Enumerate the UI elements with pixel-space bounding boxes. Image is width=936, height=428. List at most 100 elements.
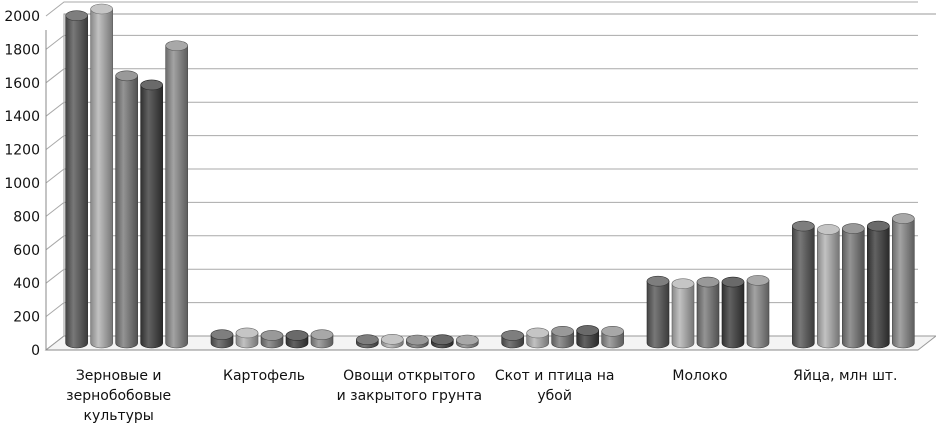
bar-body (671, 283, 695, 349)
bar-top (792, 220, 815, 232)
bar-body (721, 281, 745, 349)
gridline (45, 168, 918, 184)
bar-top (235, 327, 259, 339)
bar-top (646, 275, 670, 287)
bar (646, 275, 670, 349)
bar (165, 40, 188, 349)
bar (381, 334, 404, 349)
x-tick-label: Овощи открытого и закрытого грунта (337, 368, 482, 404)
y-tick-label: 1800 (4, 42, 40, 58)
bar-top (696, 276, 720, 288)
bar-top (842, 223, 865, 234)
bar-body (792, 225, 815, 349)
bar (671, 278, 695, 349)
bar-top (285, 330, 309, 341)
bar-top (115, 70, 138, 82)
bar-body (646, 280, 670, 349)
bar (406, 334, 429, 349)
bar (501, 330, 524, 349)
x-tick-label: Молоко (672, 368, 727, 384)
bar-top (746, 275, 770, 286)
bar (210, 329, 234, 349)
gridline (45, 34, 918, 50)
y-tick-label: 1200 (4, 143, 40, 159)
bars (65, 3, 915, 349)
y-axis: 0 200 400 600 800 1000 1200 1400 1600 1800 2000 (4, 9, 40, 359)
bar (696, 276, 720, 349)
bar (526, 327, 549, 349)
bar-body (892, 218, 915, 349)
bar-top (501, 330, 524, 341)
bar (260, 330, 284, 349)
bar (576, 325, 599, 349)
bar (285, 330, 309, 349)
bar-body (817, 229, 840, 349)
bar-body (165, 45, 188, 349)
x-tick-label: Зерновые и зернобобовые культуры (66, 368, 171, 424)
bar-top (381, 334, 404, 345)
y-tick-label: 1400 (4, 109, 40, 125)
bar-top (406, 334, 429, 346)
y-tick-label: 400 (13, 276, 40, 292)
bar (431, 334, 454, 349)
bar-top (165, 40, 188, 52)
bar (140, 79, 163, 349)
bar-top (817, 224, 840, 235)
bar-body (696, 281, 720, 349)
bar-top (551, 326, 574, 337)
bar-body (140, 84, 163, 349)
gridline (45, 201, 918, 217)
gridline (45, 68, 918, 84)
bar-body (842, 228, 865, 349)
bar (867, 220, 890, 349)
bar-top (260, 330, 284, 341)
bar-top (456, 334, 479, 346)
y-tick-label: 0 (31, 343, 40, 359)
bar (842, 223, 865, 349)
x-axis: Зерновые и зернобобовые культуры Картофель О… (66, 368, 897, 424)
bar-top (210, 329, 234, 340)
bar-top (526, 327, 549, 339)
bar-body (115, 75, 138, 349)
bar (115, 70, 138, 349)
bar (551, 326, 574, 349)
bar (601, 326, 624, 349)
gridline (45, 135, 918, 150)
bar-body (90, 8, 113, 349)
bar-top (671, 278, 695, 290)
bar (235, 327, 259, 349)
y-tick-label: 1000 (4, 176, 40, 192)
y-tick-label: 800 (13, 209, 40, 225)
bar-top (310, 329, 334, 340)
bar (792, 220, 815, 349)
bar (746, 275, 770, 349)
bar-top (601, 326, 624, 337)
bar (721, 276, 745, 349)
y-tick-label: 2000 (4, 9, 40, 25)
bar-top (140, 79, 163, 91)
bar-top (356, 334, 379, 345)
bar (356, 334, 379, 349)
bar-body (746, 280, 770, 349)
bar-top (65, 10, 88, 21)
bar (892, 213, 915, 349)
x-tick-label: Скот и птица на убой (495, 368, 615, 404)
bar-top (576, 325, 599, 336)
x-tick-label: Яйца, млн шт. (793, 368, 897, 384)
x-tick-label: Картофель (223, 368, 305, 384)
bar-top (90, 3, 113, 15)
gridline (45, 268, 918, 284)
bar-body (65, 15, 88, 349)
bar (456, 334, 479, 349)
bar-body (867, 225, 890, 349)
bar (90, 3, 113, 349)
y-tick-label: 200 (13, 310, 40, 326)
gridline (45, 1, 918, 17)
bar (65, 10, 88, 349)
y-tick-label: 1600 (4, 76, 40, 92)
bar (310, 329, 334, 349)
bar (817, 224, 840, 349)
gridline (45, 302, 918, 317)
gridline (45, 235, 918, 251)
